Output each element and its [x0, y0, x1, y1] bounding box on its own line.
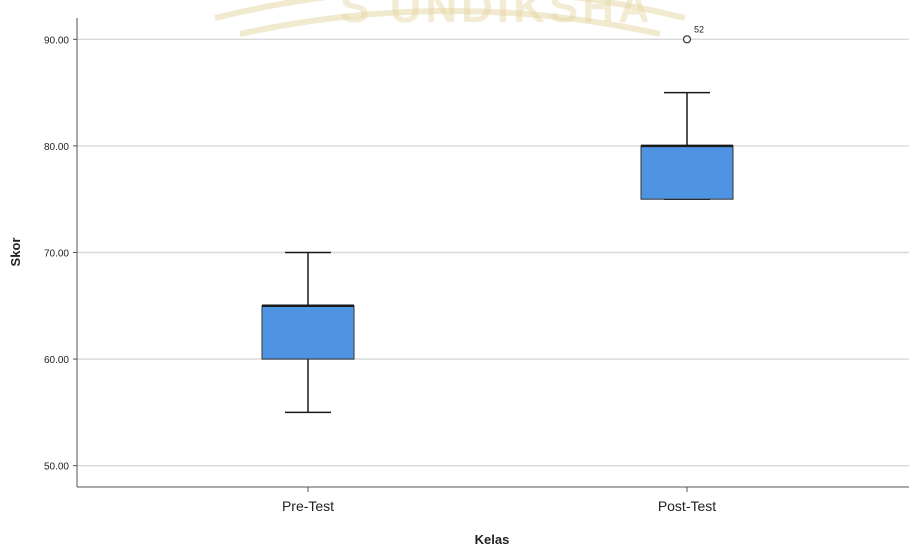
y-tick-label: 50.00	[44, 462, 69, 473]
outlier-label: 52	[694, 24, 704, 34]
svg-text:S UNDIKSHA: S UNDIKSHA	[340, 0, 654, 32]
x-tick-labels: Pre-Test Post-Test	[282, 487, 716, 514]
x-axis-title: Kelas	[475, 532, 510, 547]
x-tick-label: Post-Test	[658, 498, 716, 514]
grid-lines	[73, 38, 909, 467]
y-axis-title: Skor	[8, 238, 23, 267]
box-group	[261, 251, 355, 414]
box-iqr	[640, 145, 734, 200]
watermark-logo: S UNDIKSHA	[214, 0, 686, 37]
box-group: 52	[640, 24, 734, 200]
axes	[76, 18, 909, 488]
y-tick-labels: 50.00 60.00 70.00 80.00 90.00	[44, 35, 69, 472]
box-iqr	[261, 305, 355, 360]
box-series: 52	[261, 24, 734, 414]
x-tick-label: Pre-Test	[282, 498, 334, 514]
outlier-point	[682, 35, 692, 44]
y-tick-label: 80.00	[44, 142, 69, 153]
y-tick-label: 70.00	[44, 249, 69, 260]
y-tick-label: 90.00	[44, 35, 69, 46]
y-tick-label: 60.00	[44, 355, 69, 366]
